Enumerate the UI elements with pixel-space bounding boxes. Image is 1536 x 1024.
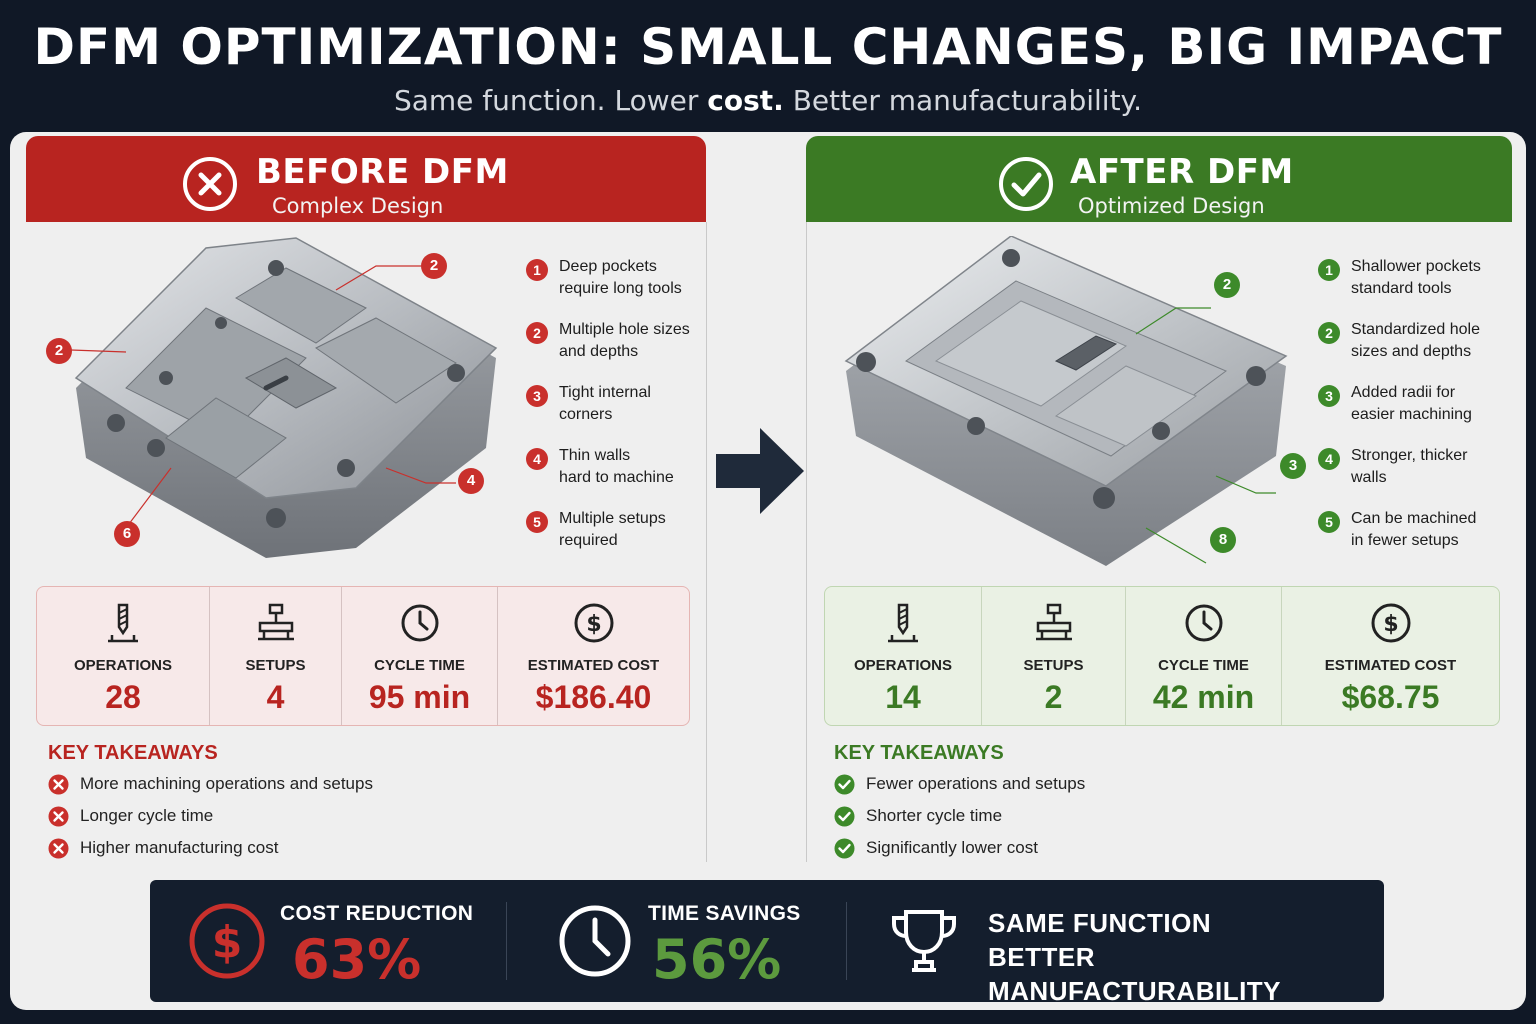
metric-estimated-cost: $ ESTIMATED COST $68.75 [1281,587,1499,725]
fixture-icon [257,603,294,641]
trophy-icon [892,910,956,972]
x-circle-icon [48,774,69,795]
before-subtitle: Complex Design [272,194,444,218]
list-item: More machining operations and setups [48,773,373,805]
list-item: 4 Stronger, thicker walls [1318,445,1511,508]
arrow-right-icon [716,428,804,514]
check-circle-icon [834,774,855,795]
list-item: Significantly lower cost [834,837,1085,869]
page-title: DFM OPTIMIZATION: SMALL CHANGES, BIG IMP… [33,18,1503,76]
metric-setups: SETUPS 2 [981,587,1125,725]
after-subtitle: Optimized Design [1078,194,1265,218]
x-circle-icon [183,157,237,211]
same-function-text: SAME FUNCTION BETTER MANUFACTURABILITY [988,908,1282,1006]
comparison-card: BEFORE DFM Complex Design [10,132,1526,1010]
metric-cycle-time: CYCLE TIME 95 min [341,587,497,725]
list-item: Longer cycle time [48,805,373,837]
list-item: 2 Standardized hole sizes and depths [1318,319,1511,382]
check-circle-icon [834,806,855,827]
end-mill-icon [888,603,918,643]
end-mill-icon [108,603,138,643]
before-header: BEFORE DFM Complex Design [26,136,706,222]
metric-operations: OPERATIONS 14 [825,587,981,725]
metric-estimated-cost: $ ESTIMATED COST $186.40 [497,587,689,725]
cost-reduction-label: COST REDUCTION [280,902,474,925]
before-title: BEFORE DFM [256,152,509,192]
before-callout-4: 6 [114,521,140,547]
list-item: 4 Thin walls hard to machine [526,445,719,508]
before-divider [706,222,707,862]
check-circle-icon [834,838,855,859]
list-item: 5 Can be machined in fewer setups [1318,508,1511,571]
after-title: AFTER DFM [1070,152,1294,192]
clock-icon [1185,604,1222,642]
before-callout-1: 2 [421,253,447,279]
banner-divider [506,902,507,980]
list-item: 3 Added radii for easier machining [1318,382,1511,445]
banner-divider [846,902,847,980]
after-callout-2: 3 [1280,453,1306,479]
before-metrics: OPERATIONS 28 SETUPS 4 CYCLE TIME 95 min… [36,586,690,726]
fixture-icon [1035,603,1072,641]
after-feature-list: 1 Shallower pockets standard tools 2 Stand… [1318,256,1511,571]
after-takeaways: KEY TAKEAWAYS Fewer operations and setup… [834,742,1085,869]
dollar-icon: $ [189,903,265,979]
metric-setups: SETUPS 4 [209,587,341,725]
cost-reduction-value: 63% [292,928,422,991]
check-circle-icon [999,157,1053,211]
list-item: Shorter cycle time [834,805,1085,837]
metric-cycle-time: CYCLE TIME 42 min [1125,587,1281,725]
list-item: Higher manufacturing cost [48,837,373,869]
svg-text:$: $ [586,612,601,637]
list-item: Fewer operations and setups [834,773,1085,805]
metric-operations: OPERATIONS 28 [37,587,209,725]
complex-part-illustration [74,237,498,558]
after-callout-lines [1135,307,1276,564]
x-circle-icon [48,806,69,827]
after-divider [806,222,807,862]
list-item: 1 Shallower pockets standard tools [1318,256,1511,319]
optimized-part-illustration [844,236,1288,566]
clock-icon [401,604,438,642]
after-callout-1: 2 [1214,272,1240,298]
before-callout-lines [70,265,456,529]
list-item: 3 Tight internal corners [526,382,719,445]
list-item: 1 Deep pockets require long tools [526,256,719,319]
takeaways-title: KEY TAKEAWAYS [834,742,1004,764]
x-circle-icon [48,838,69,859]
after-metrics: OPERATIONS 14 SETUPS 2 CYCLE TIME 42 min… [824,586,1500,726]
svg-text:$: $ [1383,612,1398,637]
time-savings-value: 56% [652,928,782,991]
summary-banner: $ COST REDUCTION 63% TIME SAVINGS 56% SA… [150,880,1384,1006]
dollar-icon: $ [574,603,613,643]
list-item: 2 Multiple hole sizes and depths [526,319,719,382]
page-subtitle: Same function. Lower cost. Better manufa… [393,84,1143,117]
list-item: 5 Multiple setups required [526,508,719,571]
after-callout-3: 8 [1210,527,1236,553]
before-callout-2: 2 [46,338,72,364]
after-header: AFTER DFM Optimized Design [806,136,1512,222]
before-takeaways: KEY TAKEAWAYS More machining operations … [48,742,373,869]
before-feature-list: 1 Deep pockets require long tools 2 Multip… [526,256,719,571]
svg-text:$: $ [212,917,243,968]
before-callout-3: 4 [458,468,484,494]
takeaways-title: KEY TAKEAWAYS [48,742,218,764]
time-savings-label: TIME SAVINGS [648,902,801,925]
clock-icon [559,905,631,977]
dollar-icon: $ [1371,603,1410,643]
